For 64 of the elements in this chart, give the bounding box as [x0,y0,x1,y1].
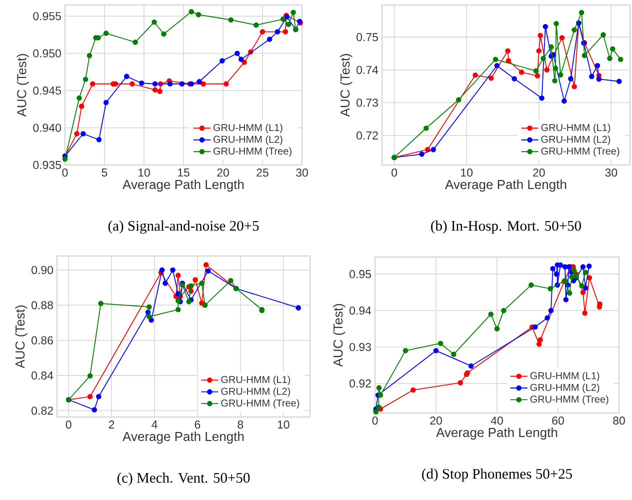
x-tick-label: 8 [238,420,244,429]
y-tick-label: 0.72 [356,131,378,140]
legend-label: GRU-HMM (Tree) [530,395,608,405]
x-axis-title: Average Path Length [122,180,244,192]
x-tick-label: 15 [178,168,190,177]
legend-label: GRU-HMM (L1) [541,124,610,134]
y-tick-label: 0.95 [350,270,371,278]
x-tick-label: 20 [533,168,545,177]
y-tick-label: 0.93 [350,342,371,352]
x-tick-label: 10 [138,168,150,177]
x-tick-label: 10 [278,420,290,429]
x-tick-label: 6 [194,420,200,429]
legend-label: GRU-HMM (L1) [530,372,600,382]
y-axis-title: AUC (Test) [333,304,346,367]
y-tick-label: 0.935 [33,160,61,170]
x-axis-title: Average Path Length [445,180,566,192]
x-tick-label: 0 [372,416,378,425]
x-tick-label: 10 [461,168,473,177]
x-tick-label: 5 [102,168,108,177]
y-axis-title: AUC (Test) [16,54,29,117]
y-tick-label: 0.955 [33,12,61,20]
legend-label: GRU-HMM (Tree) [214,147,292,157]
legend-label: GRU-HMM (Tree) [221,399,300,409]
x-axis-title: Average Path Length [122,432,244,444]
legend-label: GRU-HMM (L1) [221,376,290,386]
y-tick-label: 0.84 [32,371,54,380]
legend-label: GRU-HMM (L2) [541,136,610,145]
y-tick-label: 0.945 [33,86,61,95]
y-axis-title: AUC (Test) [15,306,28,368]
text: (c) Mech. Vent. 50+50 [117,472,250,486]
y-tick-label: 0.92 [350,379,371,388]
x-tick-label: 2 [108,420,114,429]
y-tick-label: 0.75 [356,33,378,42]
x-tick-label: 0 [66,420,72,429]
x-tick-label: 80 [613,416,625,425]
x-tick-label: 20 [217,168,229,177]
x-tick-label: 4 [152,420,158,428]
legend-label: GRU-HMM (L2) [530,384,600,393]
x-tick-label: 40 [490,416,503,425]
y-tick-label: 0.90 [32,266,54,274]
y-tick-label: 0.94 [350,306,372,315]
y-tick-label: 0.74 [356,66,378,74]
x-tick-label: 0 [62,168,68,177]
y-tick-label: 0.73 [356,98,378,107]
x-axis-title: Average Path Length [436,428,558,440]
x-tick-label: 20 [430,416,442,425]
x-tick-label: 25 [256,168,268,177]
legend-label: GRU-HMM (L2) [214,136,282,145]
y-tick-label: 0.940 [33,124,62,132]
text: (d) Stop Phonemes 50+25 [422,468,572,482]
y-tick-label: 0.82 [32,406,53,415]
legend-label: GRU-HMM (Tree) [541,147,620,157]
x-tick-label: 30 [296,168,308,177]
y-axis-title: AUC (Test) [340,54,352,117]
x-tick-label: 30 [605,168,618,177]
y-tick-label: 0.88 [32,301,53,310]
y-tick-label: 0.86 [32,336,53,344]
x-tick-label: 60 [552,416,564,425]
x-tick-label: 0 [392,168,398,177]
legend-label: GRU-HMM (L1) [214,124,282,134]
y-tick-label: 0.950 [33,49,62,58]
text: (b) In-Hosp. Mort. 50+50 [431,220,582,234]
legend-label: GRU-HMM (L2) [221,387,290,397]
text: (a) Signal-and-noise 20+5 [108,220,259,234]
